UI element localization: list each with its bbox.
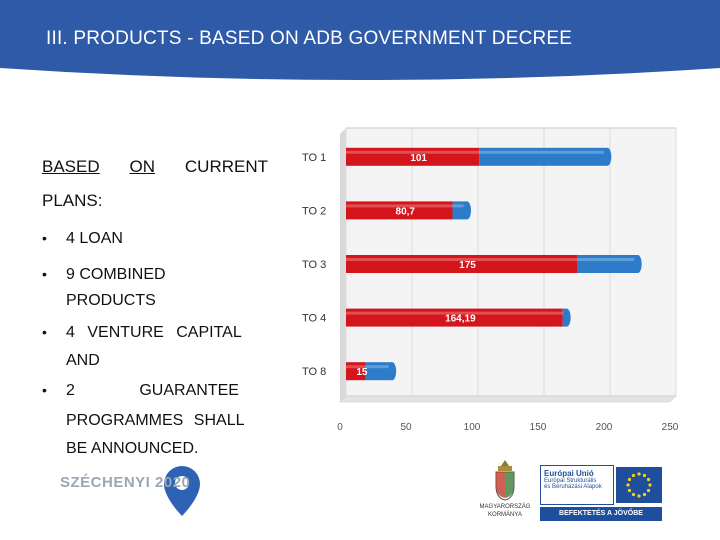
bullet-icon: • xyxy=(42,382,47,398)
category-label: TO 2 xyxy=(302,205,326,217)
bar-end-cap xyxy=(463,201,472,220)
government-logo: MAGYARORSZÁG KORMÁNYA xyxy=(470,458,540,524)
map-pin-icon xyxy=(164,466,200,516)
bar-segment xyxy=(365,362,393,381)
data-label: 164,19 xyxy=(445,314,476,325)
bar-chart: 0 50 100 150 200 250 TO 1 101 TO 2 80,7 TO 3 175 TO … xyxy=(290,120,700,440)
bar-highlight xyxy=(346,204,453,208)
eu-star-icon xyxy=(637,494,641,498)
page-title: III. PRODUCTS - BASED ON ADB GOVERNMENT … xyxy=(46,28,573,49)
heading-word-3: CURRENT xyxy=(184,157,268,176)
eu-star-icon xyxy=(646,477,651,482)
eu-fund-line1: Európai Strukturális xyxy=(544,478,597,484)
eu-star-icon xyxy=(648,483,652,487)
coat-of-arms-icon xyxy=(495,460,515,501)
bar-segment xyxy=(346,147,480,166)
eu-star-icon xyxy=(627,477,632,482)
bar-highlight xyxy=(346,150,480,154)
bar-highlight xyxy=(577,258,638,261)
bar-segment xyxy=(479,147,608,166)
eu-text-box: Európai Unió Európai Strukturális és Ber… xyxy=(540,465,614,505)
data-label: 15 xyxy=(356,367,368,378)
category-label: TO 4 xyxy=(302,313,326,325)
bar-end-cap xyxy=(388,362,397,381)
list-item: • 4 VENTURE CAPITAL AND xyxy=(42,324,272,370)
x-tick-label: 250 xyxy=(662,422,679,433)
bar-segment xyxy=(346,201,453,220)
eu-flag-icon xyxy=(616,467,662,503)
list-item: • 4 LOAN xyxy=(42,230,272,254)
bar-end-cap xyxy=(633,255,642,273)
category-label: TO 3 xyxy=(302,259,326,271)
heading-word-2: ON xyxy=(129,157,156,176)
x-tick-label: 100 xyxy=(464,422,481,433)
bar-segment xyxy=(346,308,563,327)
szechenyi-logo: SZÉCHENYI 2020 xyxy=(60,460,220,520)
x-tick-label: 0 xyxy=(337,422,343,433)
bullet-icon: • xyxy=(42,324,47,340)
bar-segment xyxy=(577,255,638,273)
list-item: • 2 GUARANTEE PROGRAMMES SHALL BE ANNOUN… xyxy=(42,382,272,458)
eu-name: Európai Unió xyxy=(544,469,594,478)
bar-highlight xyxy=(452,204,468,208)
list-item-text: 9 COMBINED xyxy=(66,266,166,283)
title-banner-shape xyxy=(0,0,720,80)
bullet-icon: • xyxy=(42,230,47,246)
eu-star-icon xyxy=(646,488,651,493)
szechenyi-logo-text: SZÉCHENYI 2020 xyxy=(60,474,191,491)
eu-star-icon xyxy=(642,473,647,478)
bar-highlight xyxy=(365,365,393,369)
list-item-text: 4 VENTURE CAPITAL xyxy=(66,324,242,341)
eu-star-icon xyxy=(631,473,636,478)
bar-highlight xyxy=(346,365,366,369)
x-tick-label: 50 xyxy=(400,422,412,433)
data-label: 80,7 xyxy=(396,206,416,217)
eu-fund-line2: és Beruházási Alapok xyxy=(544,484,602,490)
list-item-text: 2 GUARANTEE xyxy=(66,382,239,399)
list-item-text: PROGRAMMES SHALL xyxy=(66,412,245,429)
category-label: TO 1 xyxy=(302,152,326,164)
eu-slogan: BEFEKTETÉS A JÖVŐBE xyxy=(540,507,662,521)
bar-highlight xyxy=(346,311,563,315)
bar-segment xyxy=(346,362,366,381)
x-tick-label: 150 xyxy=(530,422,547,433)
product-list: • 4 LOAN • 9 COMBINED PRODUCTS • 4 VENTU… xyxy=(42,230,272,458)
eu-star-icon xyxy=(631,492,636,497)
bar-segment xyxy=(346,255,577,273)
title-banner: III. PRODUCTS - BASED ON ADB GOVERNMENT … xyxy=(0,0,720,80)
heading-word-4: PLANS: xyxy=(42,191,103,210)
list-item-text: 4 LOAN xyxy=(66,230,123,247)
chart-side-wall xyxy=(340,128,346,402)
data-label: 175 xyxy=(459,260,476,271)
category-label: TO 8 xyxy=(302,366,326,378)
eu-star-icon xyxy=(642,492,647,497)
eu-star-icon xyxy=(637,472,641,476)
bullet-icon: • xyxy=(42,266,47,282)
eu-logo: Európai Unió Európai Strukturális és Ber… xyxy=(540,465,710,523)
content-heading: BASED ON CURRENT PLANS: xyxy=(42,150,272,218)
heading-word-1: BASED xyxy=(42,157,100,176)
bar-highlight xyxy=(346,258,577,261)
bar-end-cap xyxy=(562,308,571,327)
bar-highlight xyxy=(479,150,608,154)
chart-floor xyxy=(339,395,677,403)
content-text: BASED ON CURRENT PLANS: • 4 LOAN • 9 COM… xyxy=(42,150,272,458)
bar-segment xyxy=(452,201,468,220)
eu-star-icon xyxy=(627,488,632,493)
list-item-line: 9 COMBINED xyxy=(66,266,268,284)
data-label: 101 xyxy=(410,153,427,164)
list-item-text: AND xyxy=(66,352,100,369)
gov-name-line2: KORMÁNYA xyxy=(488,512,522,518)
gov-name-line1: MAGYARORSZÁG xyxy=(479,504,531,510)
eu-star-icon xyxy=(626,483,630,487)
x-tick-label: 200 xyxy=(596,422,613,433)
list-item: • 9 COMBINED PRODUCTS xyxy=(42,266,272,310)
bar-end-cap xyxy=(603,147,612,166)
list-item-text: BE ANNOUNCED. xyxy=(66,440,199,457)
bar-chart-svg: 0 50 100 150 200 250 TO 1 101 TO 2 80,7 TO 3 175 TO … xyxy=(302,127,679,433)
list-item-text: PRODUCTS xyxy=(66,292,156,309)
